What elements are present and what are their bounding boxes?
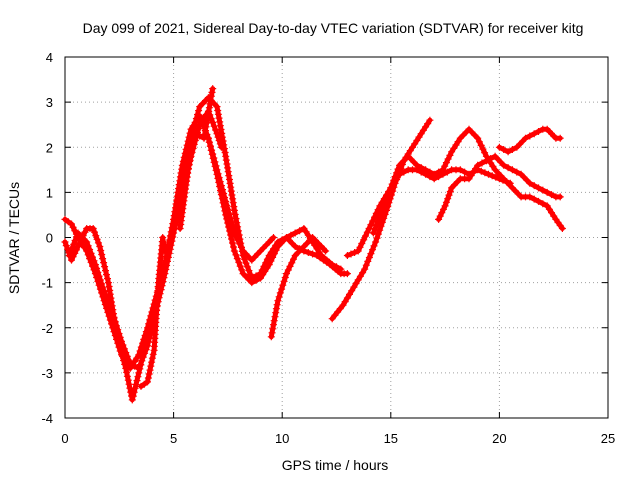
data-series: [61, 112, 345, 404]
y-tick-label: -3: [41, 366, 53, 381]
data-series: [204, 134, 277, 264]
data-series: [343, 166, 514, 259]
series-track: [344, 167, 513, 258]
data-series: [435, 152, 564, 223]
y-tick-label: -4: [41, 411, 53, 426]
x-tick-label: 0: [61, 431, 68, 446]
tick-layer: 0 5 10 15 20 25 -4 -3 -2 -1 0 1 2 3 4: [41, 50, 615, 446]
x-tick-label: 15: [384, 431, 398, 446]
series-track: [205, 135, 276, 263]
plot-frame: [64, 56, 609, 419]
x-tick-label: 20: [492, 431, 506, 446]
x-axis-label: GPS time / hours: [282, 457, 389, 473]
x-tick-label: 25: [601, 431, 615, 446]
x-tick-label: 5: [170, 431, 177, 446]
data-series: [267, 234, 330, 341]
series-markers: [435, 152, 564, 223]
data-series: [137, 234, 169, 390]
y-tick-label: 1: [46, 185, 53, 200]
series-layer: [61, 85, 566, 404]
chart-title: Day 099 of 2021, Sidereal Day-to-day VTE…: [83, 20, 584, 36]
x-tick-label: 10: [275, 431, 289, 446]
y-tick-label: 2: [46, 140, 53, 155]
series-track: [62, 113, 344, 403]
series-markers: [137, 234, 169, 390]
series-markers: [343, 166, 514, 259]
series-markers: [495, 125, 564, 156]
data-series: [176, 85, 217, 232]
y-tick-label: 3: [46, 95, 53, 110]
series-markers: [267, 234, 330, 341]
y-axis-label: SDTVAR / TECUs: [6, 182, 22, 294]
data-series: [495, 125, 564, 156]
y-tick-label: -2: [41, 321, 53, 336]
series-markers: [176, 85, 217, 232]
y-tick-label: -1: [41, 276, 53, 291]
y-tick-label: 4: [46, 50, 53, 65]
y-tick-label: 0: [46, 231, 53, 246]
grid-layer: [65, 57, 608, 418]
series-markers: [204, 134, 277, 264]
